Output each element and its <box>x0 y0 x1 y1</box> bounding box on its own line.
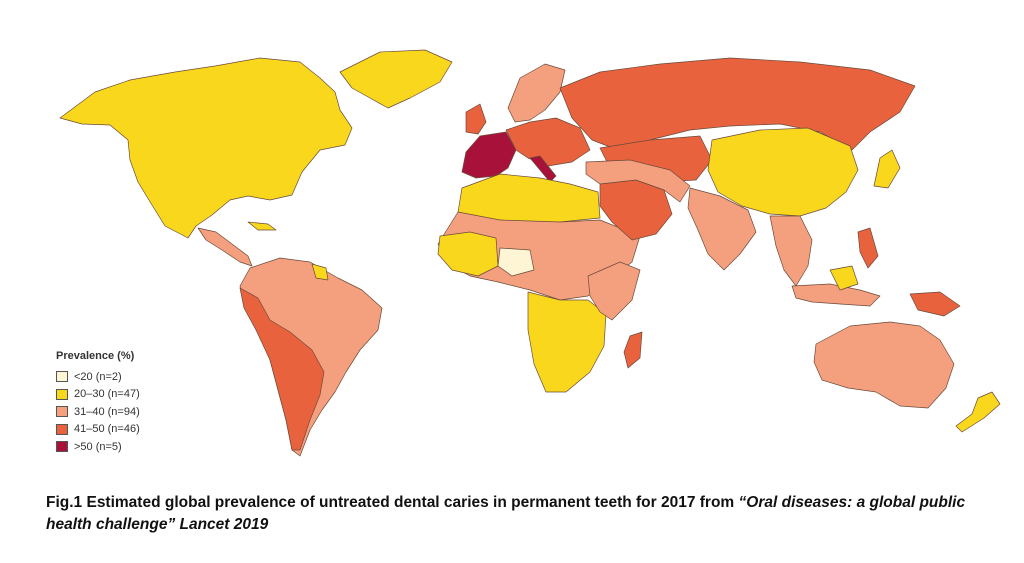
region-new-zealand <box>955 391 1001 433</box>
region-central-america <box>197 227 253 267</box>
caption-text: Fig.1 Estimated global prevalence of unt… <box>46 494 739 511</box>
legend: Prevalence (%) <20 (n=2) 20–30 (n=47) 31–4… <box>56 350 140 456</box>
region-north-america <box>59 57 353 239</box>
caption-citation: “Oral diseases: a global public health c… <box>46 494 966 533</box>
legend-swatch <box>56 388 68 400</box>
region-china <box>707 127 859 217</box>
region-philippines <box>857 227 879 269</box>
region-scandinavia <box>507 63 566 123</box>
legend-swatch <box>56 423 68 435</box>
region-japan <box>873 149 901 189</box>
legend-label: 41–50 (n=46) <box>74 423 140 436</box>
legend-label: 20–30 (n=47) <box>74 388 140 401</box>
figure-caption: Fig.1 Estimated global prevalence of unt… <box>46 492 1006 536</box>
legend-swatch <box>56 441 68 453</box>
region-nigeria <box>497 247 535 277</box>
region-andes-argentina <box>239 287 325 451</box>
legend-item: 31–40 (n=94) <box>56 403 140 421</box>
world-map <box>59 49 1001 457</box>
legend-label: <20 (n=2) <box>74 370 122 383</box>
region-british-isles <box>465 103 487 135</box>
legend-item: 41–50 (n=46) <box>56 421 140 439</box>
region-australia <box>813 321 955 409</box>
region-west-africa <box>437 231 499 277</box>
legend-item: >50 (n=5) <box>56 438 140 456</box>
region-east-africa <box>587 261 641 321</box>
region-italy <box>529 155 557 183</box>
region-france-iberia <box>461 131 517 179</box>
region-europe <box>505 117 591 167</box>
region-iran-turkey <box>585 159 691 203</box>
legend-swatch <box>56 371 68 383</box>
region-borneo <box>829 265 859 291</box>
region-greenland <box>339 49 453 109</box>
legend-label: >50 (n=5) <box>74 440 122 453</box>
region-guianas <box>311 263 329 281</box>
region-caribbean <box>247 221 277 231</box>
region-png <box>909 291 961 317</box>
region-southeast-asia <box>769 215 813 287</box>
legend-item: 20–30 (n=47) <box>56 386 140 404</box>
region-north-africa <box>457 173 601 223</box>
region-southern-africa <box>527 291 607 393</box>
legend-title: Prevalence (%) <box>56 350 135 362</box>
legend-item: <20 (n=2) <box>56 368 140 386</box>
region-madagascar <box>623 331 643 369</box>
legend-label: 31–40 (n=94) <box>74 405 140 418</box>
region-indonesia <box>791 283 881 307</box>
legend-swatch <box>56 406 68 418</box>
region-india <box>687 187 757 271</box>
